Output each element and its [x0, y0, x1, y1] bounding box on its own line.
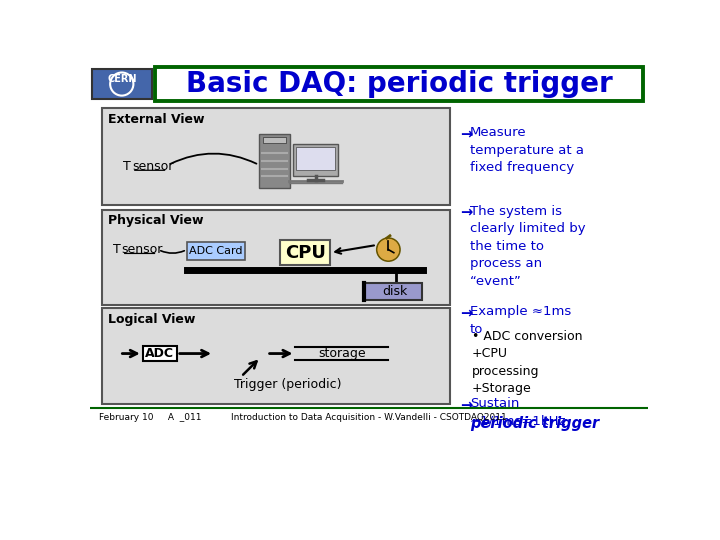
Text: External View: External View [108, 112, 204, 125]
FancyBboxPatch shape [187, 242, 245, 260]
Circle shape [377, 238, 400, 261]
FancyBboxPatch shape [91, 69, 152, 99]
FancyBboxPatch shape [280, 240, 330, 265]
Text: sensor: sensor [122, 243, 163, 256]
FancyBboxPatch shape [263, 137, 286, 143]
Text: Sustain
~1/1ms=1kHz: Sustain ~1/1ms=1kHz [469, 397, 566, 428]
FancyBboxPatch shape [259, 134, 290, 188]
Circle shape [378, 240, 398, 260]
Text: disk: disk [382, 286, 408, 299]
Text: storage: storage [318, 347, 366, 360]
Text: Physical View: Physical View [108, 214, 203, 227]
FancyBboxPatch shape [102, 308, 451, 403]
Text: Logical View: Logical View [108, 313, 195, 326]
Text: Measure
temperature at a
fixed frequency: Measure temperature at a fixed frequency [469, 126, 584, 174]
Text: →: → [459, 305, 472, 320]
Text: February 10     A  _011: February 10 A _011 [99, 413, 202, 422]
Text: T: T [113, 243, 125, 256]
Text: CPU: CPU [284, 244, 325, 262]
Text: ADC: ADC [145, 347, 174, 360]
FancyBboxPatch shape [296, 147, 335, 170]
Text: The system is
clearly limited by
the time to
process an
“event”: The system is clearly limited by the tim… [469, 205, 585, 288]
Text: Trigger (periodic): Trigger (periodic) [234, 378, 341, 391]
Text: →: → [459, 397, 472, 413]
Text: Basic DAQ: periodic trigger: Basic DAQ: periodic trigger [186, 70, 613, 98]
Text: →: → [459, 205, 472, 220]
Text: sensor: sensor [132, 160, 174, 173]
Text: • ADC conversion
+CPU
processing
+Storage: • ADC conversion +CPU processing +Storag… [472, 330, 582, 395]
Text: →: → [459, 126, 472, 141]
FancyBboxPatch shape [143, 346, 177, 361]
FancyBboxPatch shape [293, 144, 338, 177]
Text: CERN: CERN [107, 75, 137, 84]
FancyBboxPatch shape [155, 67, 644, 101]
Text: ADC Card: ADC Card [189, 246, 243, 256]
Text: T: T [123, 160, 135, 173]
Text: Introduction to Data Acquisition - W.Vandelli - CSOTDAQ2011: Introduction to Data Acquisition - W.Van… [231, 413, 507, 422]
FancyBboxPatch shape [102, 210, 451, 305]
Text: periodic trigger: periodic trigger [469, 416, 599, 431]
FancyBboxPatch shape [102, 108, 451, 205]
Text: Example ≈1ms
to: Example ≈1ms to [469, 305, 571, 335]
FancyBboxPatch shape [364, 284, 422, 300]
